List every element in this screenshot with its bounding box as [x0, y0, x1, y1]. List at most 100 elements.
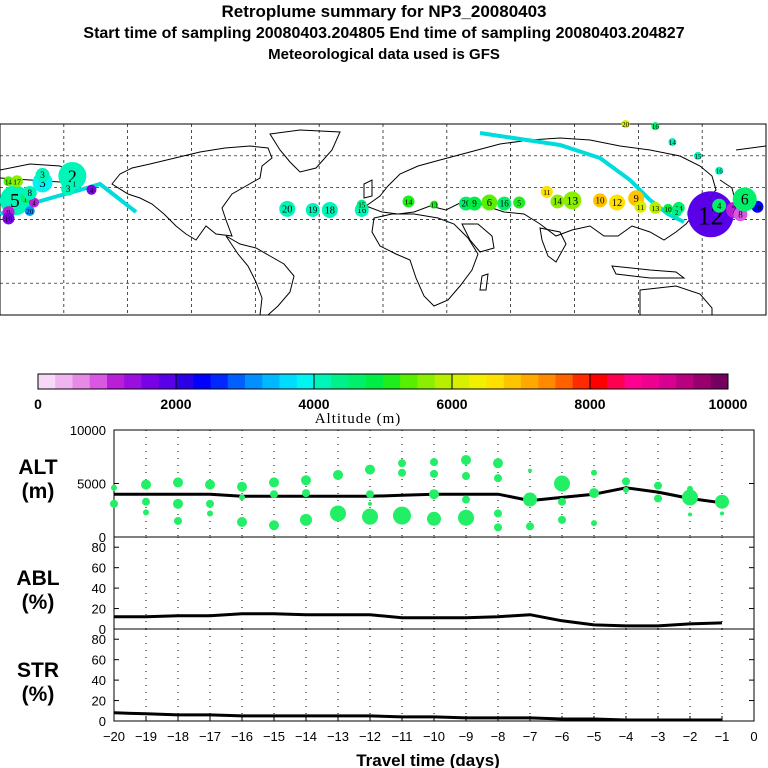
map-marker-dot: [668, 138, 677, 147]
map-marker-label: 4: [90, 187, 94, 195]
map-marker-label: 4: [717, 201, 722, 211]
particle-point: [591, 520, 597, 527]
particle-point: [239, 494, 245, 501]
colorbar-swatch: [107, 374, 125, 389]
map-marker-label: 3: [39, 175, 46, 190]
particle-point: [654, 494, 662, 503]
particle-point: [558, 497, 566, 506]
map-marker-label: 16: [652, 123, 660, 131]
map-marker-label: 20: [622, 121, 630, 129]
x-tick-label: −16: [231, 729, 253, 744]
map-marker-dot: [86, 184, 97, 195]
colorbar-swatch: [176, 374, 194, 389]
coast-india: [539, 227, 567, 263]
particle-point: [393, 506, 411, 525]
map-marker-dot: [513, 196, 526, 209]
panel-ylabel: ALT: [18, 456, 57, 479]
map-marker: 4: [29, 197, 40, 208]
map-marker-dot: [35, 167, 50, 182]
colorbar-swatch: [676, 374, 694, 389]
map-marker-label: 20: [282, 204, 292, 215]
particle-point: [110, 499, 118, 508]
map-marker-dot: [321, 201, 338, 218]
map-marker: 15: [356, 199, 367, 210]
particle-point: [207, 510, 213, 517]
map-marker-label: 6: [741, 192, 749, 209]
y-tick-label: 60: [92, 653, 106, 668]
map-marker-dot: [279, 200, 296, 217]
particle-point: [688, 512, 692, 517]
map-marker: 14: [668, 138, 677, 147]
series-line: [113, 711, 722, 722]
colorbar-swatch: [607, 374, 625, 389]
x-tick-label: −13: [327, 729, 349, 744]
particle-point: [269, 520, 279, 531]
x-tick-label: −2: [683, 729, 698, 744]
map-marker-dot: [356, 199, 367, 210]
particle-point: [269, 477, 279, 488]
particle-point: [720, 511, 724, 516]
map-marker-label: 13: [567, 194, 579, 207]
particle-point: [302, 489, 310, 498]
particle-point: [623, 486, 629, 493]
meteo-source: Meteorological data used is GFS: [268, 46, 500, 63]
map-marker-label: 6: [487, 198, 492, 209]
map-marker-label: 1: [73, 180, 77, 188]
map-marker: 17: [11, 175, 24, 188]
particle-point: [458, 509, 474, 526]
colorbar-swatch: [452, 374, 470, 389]
map-marker-dot: [24, 206, 35, 217]
colorbar-swatch: [296, 374, 315, 389]
particle-point: [462, 495, 470, 504]
map-marker-label: 19: [308, 205, 318, 215]
x-tick-label: −18: [167, 729, 189, 744]
particle-point: [558, 515, 566, 524]
map-marker-dot: [402, 195, 415, 208]
x-tick-label: −12: [359, 729, 381, 744]
colorbar-swatch: [641, 374, 660, 389]
particle-point: [554, 475, 570, 492]
particle-point: [654, 481, 662, 490]
colorbar-swatch: [89, 374, 108, 389]
coast-north-america: [111, 145, 273, 241]
panel-ylabel: STR: [17, 659, 59, 682]
map-marker-label: 10: [665, 206, 673, 214]
map-marker: 16: [497, 196, 512, 211]
map-marker-label: 13: [651, 204, 659, 213]
colorbar-swatch: [227, 374, 246, 389]
map-marker-dot: [305, 202, 320, 217]
map-marker: 20: [279, 200, 296, 217]
map-marker-label: 9: [472, 199, 477, 209]
map-marker-dot: [732, 187, 757, 212]
x-tick-label: 0: [750, 729, 757, 744]
map-marker-label: 3: [66, 184, 71, 194]
y-tick-label: 5000: [77, 477, 106, 492]
particle-point: [174, 516, 182, 525]
panel-abl: 80 60 40 20 0 ABL(%): [16, 536, 755, 637]
particle-point: [365, 464, 375, 475]
x-tick-label: −3: [651, 729, 666, 744]
map-marker-dot: [2, 212, 15, 225]
particle-point: [622, 477, 630, 486]
y-tick-label: 0: [99, 622, 106, 637]
series-line: [114, 486, 723, 505]
map-marker: 10: [663, 203, 674, 214]
map-marker-label: 1: [24, 195, 28, 203]
particle-point: [494, 509, 502, 518]
colorbar-swatch: [503, 374, 522, 389]
map-marker-label: 16: [500, 199, 510, 209]
particle-point: [141, 479, 151, 490]
colorbar-swatch: [141, 374, 160, 389]
panel-ylabel: ABL: [16, 567, 59, 590]
map-marker: 12: [687, 191, 734, 238]
map-marker-dot: [550, 194, 565, 209]
map-marker-label: 2: [68, 166, 77, 186]
coast-indonesia: [611, 265, 686, 279]
plume-track-east: [479, 131, 685, 224]
x-axis-label: Travel time (days): [356, 751, 500, 768]
particle-point: [368, 501, 372, 506]
trajectory-markers: 2019181615141320961651114131012911131014…: [0, 120, 764, 238]
map-marker-dot: [11, 175, 24, 188]
panel-alt: 10000 5000 0 ALT(m): [18, 423, 755, 545]
